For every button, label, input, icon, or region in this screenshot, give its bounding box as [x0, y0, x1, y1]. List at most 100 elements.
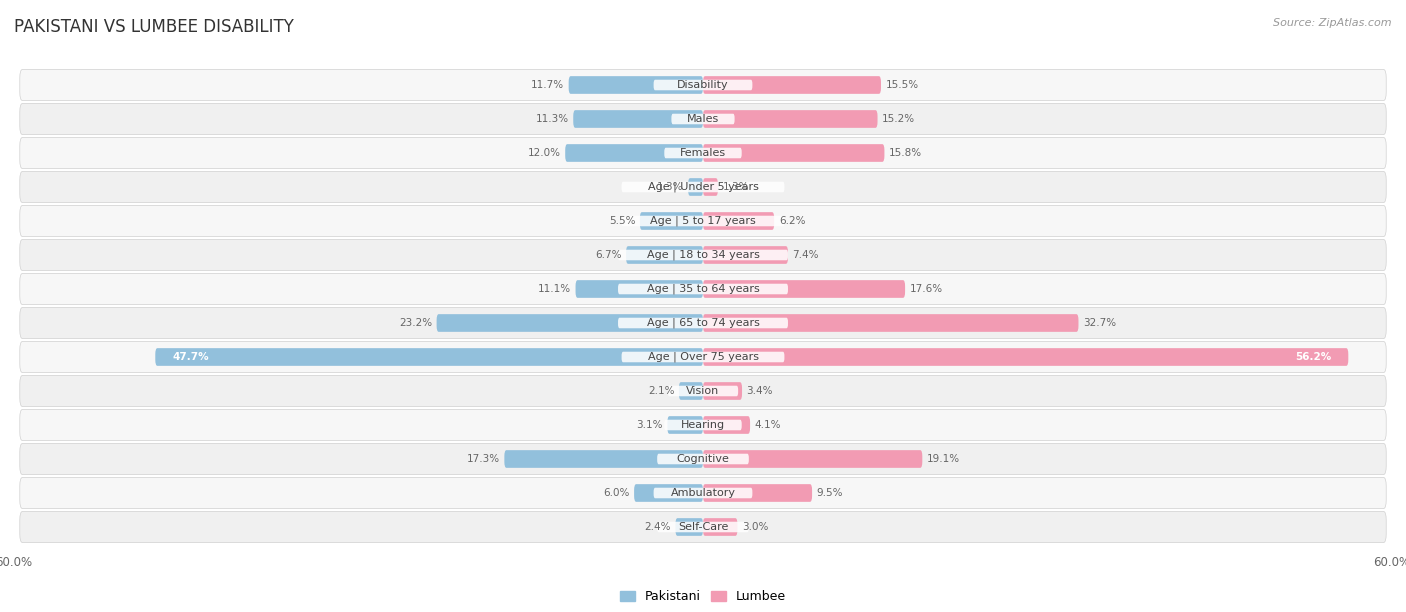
FancyBboxPatch shape — [20, 341, 1386, 373]
Text: 2.1%: 2.1% — [648, 386, 675, 396]
Text: 17.3%: 17.3% — [467, 454, 499, 464]
FancyBboxPatch shape — [703, 416, 749, 434]
FancyBboxPatch shape — [20, 137, 1386, 169]
FancyBboxPatch shape — [654, 80, 752, 90]
FancyBboxPatch shape — [703, 348, 1348, 366]
FancyBboxPatch shape — [155, 348, 703, 366]
Text: Ambulatory: Ambulatory — [671, 488, 735, 498]
Text: 3.1%: 3.1% — [637, 420, 662, 430]
FancyBboxPatch shape — [20, 512, 1386, 543]
Text: 3.0%: 3.0% — [742, 522, 769, 532]
FancyBboxPatch shape — [657, 521, 749, 532]
FancyBboxPatch shape — [679, 382, 703, 400]
FancyBboxPatch shape — [703, 178, 718, 196]
Text: Age | 65 to 74 years: Age | 65 to 74 years — [647, 318, 759, 328]
FancyBboxPatch shape — [703, 518, 738, 536]
FancyBboxPatch shape — [703, 144, 884, 162]
FancyBboxPatch shape — [664, 420, 742, 430]
FancyBboxPatch shape — [621, 182, 785, 192]
Text: Vision: Vision — [686, 386, 720, 396]
FancyBboxPatch shape — [20, 171, 1386, 203]
FancyBboxPatch shape — [703, 76, 882, 94]
Text: 6.2%: 6.2% — [779, 216, 806, 226]
Text: 6.0%: 6.0% — [603, 488, 630, 498]
Text: Source: ZipAtlas.com: Source: ZipAtlas.com — [1274, 18, 1392, 28]
Text: Females: Females — [681, 148, 725, 158]
FancyBboxPatch shape — [20, 409, 1386, 441]
FancyBboxPatch shape — [20, 103, 1386, 135]
Text: 56.2%: 56.2% — [1295, 352, 1331, 362]
FancyBboxPatch shape — [640, 212, 703, 230]
FancyBboxPatch shape — [654, 488, 752, 498]
Text: Age | Over 75 years: Age | Over 75 years — [648, 352, 758, 362]
FancyBboxPatch shape — [703, 246, 787, 264]
FancyBboxPatch shape — [20, 477, 1386, 509]
Text: 2.4%: 2.4% — [644, 522, 671, 532]
FancyBboxPatch shape — [568, 76, 703, 94]
Text: Age | Under 5 years: Age | Under 5 years — [648, 182, 758, 192]
Text: 1.3%: 1.3% — [657, 182, 683, 192]
FancyBboxPatch shape — [703, 484, 813, 502]
FancyBboxPatch shape — [626, 246, 703, 264]
FancyBboxPatch shape — [634, 484, 703, 502]
FancyBboxPatch shape — [703, 382, 742, 400]
Text: 15.2%: 15.2% — [882, 114, 915, 124]
Text: 19.1%: 19.1% — [927, 454, 960, 464]
Text: 12.0%: 12.0% — [527, 148, 561, 158]
Text: Age | 5 to 17 years: Age | 5 to 17 years — [650, 216, 756, 226]
Text: 17.6%: 17.6% — [910, 284, 943, 294]
FancyBboxPatch shape — [688, 178, 703, 196]
FancyBboxPatch shape — [664, 147, 742, 159]
Text: 32.7%: 32.7% — [1083, 318, 1116, 328]
Text: 9.5%: 9.5% — [817, 488, 844, 498]
Text: Hearing: Hearing — [681, 420, 725, 430]
Text: 15.8%: 15.8% — [889, 148, 922, 158]
FancyBboxPatch shape — [621, 352, 785, 362]
FancyBboxPatch shape — [703, 314, 1078, 332]
Text: Self-Care: Self-Care — [678, 522, 728, 532]
FancyBboxPatch shape — [574, 110, 703, 128]
FancyBboxPatch shape — [20, 239, 1386, 271]
Text: 47.7%: 47.7% — [173, 352, 209, 362]
Text: 11.7%: 11.7% — [531, 80, 564, 90]
Text: 6.7%: 6.7% — [595, 250, 621, 260]
Text: 5.5%: 5.5% — [609, 216, 636, 226]
Text: 3.4%: 3.4% — [747, 386, 773, 396]
FancyBboxPatch shape — [657, 453, 749, 465]
FancyBboxPatch shape — [672, 114, 734, 124]
FancyBboxPatch shape — [703, 280, 905, 298]
FancyBboxPatch shape — [20, 206, 1386, 237]
FancyBboxPatch shape — [20, 274, 1386, 305]
FancyBboxPatch shape — [437, 314, 703, 332]
Text: 23.2%: 23.2% — [399, 318, 432, 328]
FancyBboxPatch shape — [20, 375, 1386, 406]
FancyBboxPatch shape — [703, 212, 775, 230]
Text: Age | 35 to 64 years: Age | 35 to 64 years — [647, 284, 759, 294]
Text: Males: Males — [688, 114, 718, 124]
FancyBboxPatch shape — [20, 443, 1386, 475]
Text: 1.3%: 1.3% — [723, 182, 749, 192]
FancyBboxPatch shape — [20, 69, 1386, 100]
Text: Cognitive: Cognitive — [676, 454, 730, 464]
FancyBboxPatch shape — [575, 280, 703, 298]
FancyBboxPatch shape — [619, 318, 787, 328]
Text: 11.1%: 11.1% — [538, 284, 571, 294]
Legend: Pakistani, Lumbee: Pakistani, Lumbee — [620, 591, 786, 603]
FancyBboxPatch shape — [621, 215, 785, 226]
Text: 15.5%: 15.5% — [886, 80, 918, 90]
Text: Age | 18 to 34 years: Age | 18 to 34 years — [647, 250, 759, 260]
FancyBboxPatch shape — [505, 450, 703, 468]
FancyBboxPatch shape — [675, 518, 703, 536]
FancyBboxPatch shape — [20, 307, 1386, 338]
FancyBboxPatch shape — [565, 144, 703, 162]
Text: PAKISTANI VS LUMBEE DISABILITY: PAKISTANI VS LUMBEE DISABILITY — [14, 18, 294, 36]
FancyBboxPatch shape — [619, 250, 787, 260]
FancyBboxPatch shape — [703, 110, 877, 128]
Text: 11.3%: 11.3% — [536, 114, 568, 124]
FancyBboxPatch shape — [703, 450, 922, 468]
FancyBboxPatch shape — [668, 386, 738, 397]
FancyBboxPatch shape — [619, 284, 787, 294]
FancyBboxPatch shape — [668, 416, 703, 434]
Text: 4.1%: 4.1% — [755, 420, 782, 430]
Text: 7.4%: 7.4% — [793, 250, 820, 260]
